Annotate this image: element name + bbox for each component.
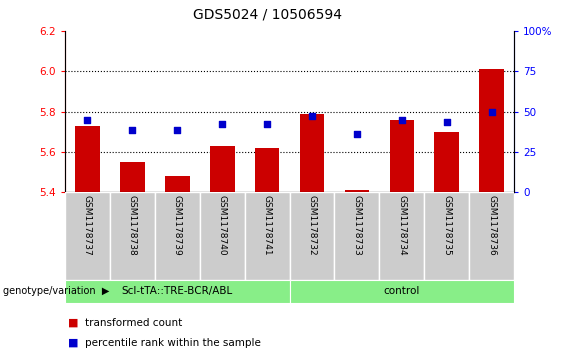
Point [442, 119, 451, 125]
Bar [289, 192, 334, 280]
Text: ■: ■ [68, 338, 79, 348]
Bar [345, 190, 370, 192]
Text: GSM1178735: GSM1178735 [442, 195, 451, 256]
Bar [120, 162, 145, 192]
Text: ■: ■ [68, 318, 79, 328]
Bar [289, 280, 514, 303]
Point [353, 131, 362, 137]
Text: transformed count: transformed count [85, 318, 182, 328]
Point [487, 109, 496, 115]
Point [83, 117, 92, 123]
Text: GSM1178739: GSM1178739 [173, 195, 182, 256]
Bar [210, 146, 234, 192]
Bar [200, 192, 245, 280]
Text: GSM1178736: GSM1178736 [487, 195, 496, 256]
Text: GSM1178734: GSM1178734 [397, 195, 406, 256]
Text: genotype/variation  ▶: genotype/variation ▶ [3, 286, 109, 296]
Bar [479, 69, 504, 192]
Bar [434, 132, 459, 192]
Bar [65, 192, 110, 280]
Bar [389, 120, 414, 192]
Bar [155, 192, 200, 280]
Point [128, 127, 137, 133]
Text: GSM1178733: GSM1178733 [353, 195, 362, 256]
Point [173, 127, 182, 133]
Text: control: control [384, 286, 420, 296]
Text: GSM1178732: GSM1178732 [307, 195, 316, 256]
Text: percentile rank within the sample: percentile rank within the sample [85, 338, 260, 348]
Bar [75, 126, 100, 192]
Bar [110, 192, 155, 280]
Text: GSM1178738: GSM1178738 [128, 195, 137, 256]
Text: GSM1178737: GSM1178737 [83, 195, 92, 256]
Point [307, 113, 316, 119]
Bar [380, 192, 424, 280]
Text: ScI-tTA::TRE-BCR/ABL: ScI-tTA::TRE-BCR/ABL [121, 286, 233, 296]
Bar [424, 192, 469, 280]
Bar [469, 192, 514, 280]
Point [263, 121, 272, 127]
Bar [334, 192, 380, 280]
Text: GDS5024 / 10506594: GDS5024 / 10506594 [193, 8, 342, 22]
Point [218, 121, 227, 127]
Text: GSM1178740: GSM1178740 [218, 195, 227, 256]
Bar [299, 114, 324, 192]
Point [397, 117, 406, 123]
Bar [245, 192, 289, 280]
Text: GSM1178741: GSM1178741 [263, 195, 272, 256]
Bar [65, 280, 289, 303]
Bar [165, 176, 190, 192]
Bar [255, 148, 280, 192]
